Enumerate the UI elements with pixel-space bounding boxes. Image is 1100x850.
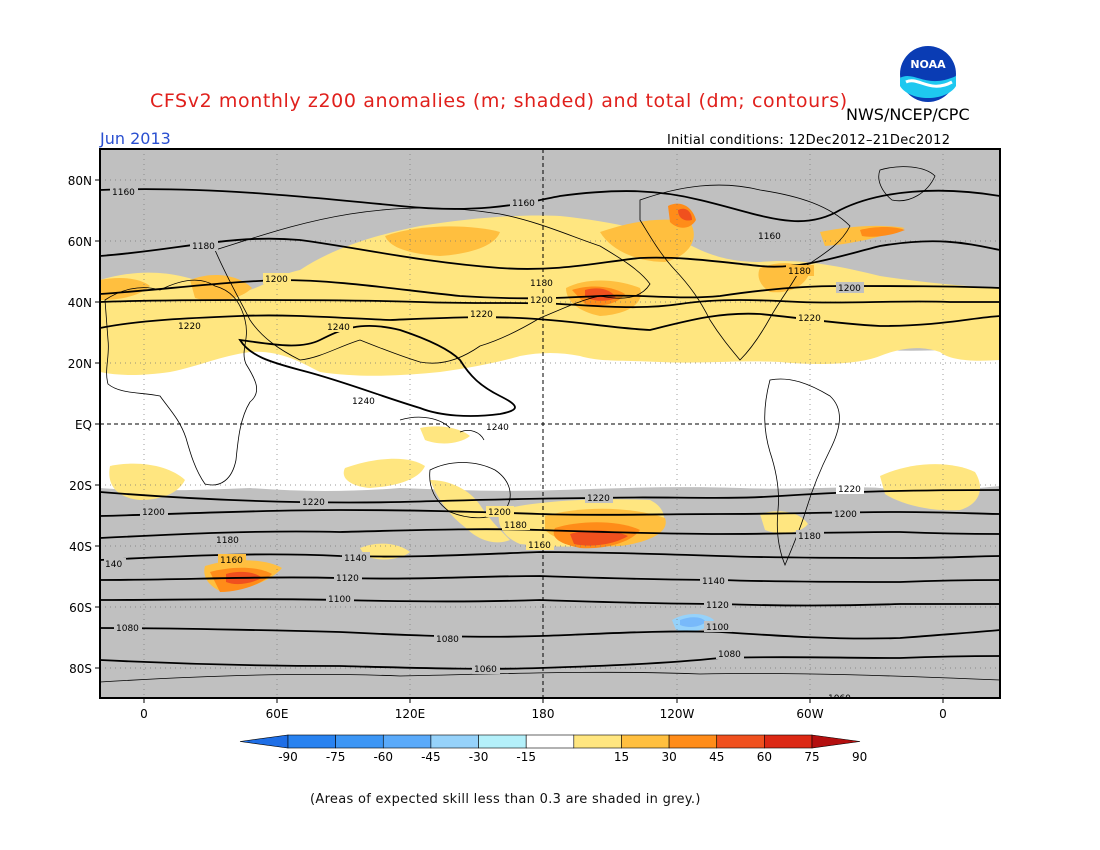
negative-anomaly [672, 614, 714, 632]
contour-label-1160: 1160 [528, 541, 551, 551]
contour-label-1220: 1220 [798, 314, 821, 324]
chart-title: CFSv2 monthly z200 anomalies (m; shaded)… [150, 90, 848, 112]
contour-label-1160: 1160 [220, 556, 243, 566]
colorbar-swatch [382, 734, 432, 749]
lat-label: 60S [69, 601, 92, 615]
contour-label-1200: 1200 [838, 284, 861, 294]
contour-label-1180: 1180 [798, 532, 821, 542]
colorbar: -90 -75 -60 -45 -30 -15 15 30 45 60 75 90 [239, 734, 867, 764]
contour-label-1180: 1180 [504, 521, 527, 531]
colorbar-tick-label: -90 [278, 750, 298, 764]
lat-label: 80N [68, 174, 92, 188]
contour-label-1080: 1080 [718, 650, 741, 660]
lon-label: 0 [939, 707, 947, 721]
lon-label: 0 [140, 707, 148, 721]
contour-label-1180: 1180 [192, 242, 215, 252]
colorbar-swatch [335, 734, 384, 749]
latitude-labels: 80N 60N 40N 20N EQ 20S 40S 60S 80S [68, 174, 92, 676]
colorbar-swatch [668, 734, 718, 749]
colorbar-tick-label: 60 [757, 750, 772, 764]
contour-label-1220: 1220 [470, 310, 493, 320]
contour-label-1200: 1200 [265, 275, 288, 285]
colorbar-swatch [478, 734, 527, 749]
longitude-labels: 0 60E 120E 180 120W 60W 0 [140, 707, 947, 721]
lat-label: 40S [69, 540, 92, 554]
colorbar-swatch [764, 734, 813, 749]
contour-label-1140: 1140 [702, 577, 725, 587]
contour-label-1160: 1160 [112, 188, 135, 198]
contour-label-1160: 1160 [512, 199, 535, 209]
colorbar-tick-label: 30 [661, 750, 676, 764]
height-contours [100, 188, 1000, 670]
lat-label: 40N [68, 296, 92, 310]
contour-label-1160: 1160 [758, 232, 781, 242]
contour-label-1080: 1080 [116, 624, 139, 634]
colorbar-swatch [573, 734, 622, 749]
colorbar-tick-label: 75 [804, 750, 819, 764]
lon-label: 60E [266, 707, 289, 721]
graticule [100, 149, 1000, 698]
colorbar-tick-label: -15 [516, 750, 536, 764]
contour-label-1180: 1180 [216, 536, 239, 546]
contour-label-1100: 1100 [328, 595, 351, 605]
colorbar-tick-label: 90 [852, 750, 867, 764]
contour-label-1240: 1240 [327, 323, 350, 333]
map-area: 1160 1160 1160 1180 1180 1180 1200 1200 … [100, 149, 1000, 704]
lat-label: 80S [69, 662, 92, 676]
contour-label-1120: 1120 [336, 574, 359, 584]
lon-label: 120W [660, 707, 695, 721]
contour-label-1180: 1180 [530, 279, 553, 289]
lon-label: 60W [796, 707, 823, 721]
contour-label-1200: 1200 [488, 508, 511, 518]
contour-label-1200: 1200 [142, 508, 165, 518]
contour-label-1120: 1120 [706, 601, 729, 611]
contour-label-1220: 1220 [302, 498, 325, 508]
colorbar-tick-label: -45 [421, 750, 441, 764]
initial-conditions: Initial conditions: 12Dec2012–21Dec2012 [667, 133, 951, 148]
contour-label-1060: 1060 [474, 665, 497, 675]
colorbar-swatch [716, 734, 765, 749]
lat-label: EQ [75, 418, 92, 432]
colorbar-arrow-right [811, 734, 861, 749]
lon-label: 120E [395, 707, 426, 721]
lat-label: 60N [68, 235, 92, 249]
contour-label-1140: 140 [105, 560, 122, 570]
contour-label-1220: 1220 [838, 485, 861, 495]
colorbar-tick-label: -60 [373, 750, 393, 764]
forecast-month: Jun 2013 [100, 129, 171, 148]
lat-label: 20N [68, 357, 92, 371]
colorbar-arrow-left [239, 734, 289, 749]
logo-text: NOAA [910, 58, 946, 71]
lon-label: 180 [532, 707, 555, 721]
contour-label-1140: 1140 [344, 554, 367, 564]
contour-labels: 1160 1160 1160 1180 1180 1180 1200 1200 … [104, 186, 864, 704]
contour-label-1240: 1240 [486, 423, 509, 433]
noaa-logo: NOAA [897, 43, 959, 105]
lat-label: 20S [69, 479, 92, 493]
contour-label-1180: 1180 [788, 267, 811, 277]
contour-label-1220: 1220 [587, 494, 610, 504]
contour-label-1200: 1200 [834, 510, 857, 520]
colorbar-swatch [525, 734, 575, 749]
colorbar-swatch [287, 734, 336, 749]
colorbar-tick-label: -30 [469, 750, 489, 764]
footnote: (Areas of expected skill less than 0.3 a… [310, 792, 701, 807]
colorbar-swatch [430, 734, 479, 749]
colorbar-tick-label: -75 [326, 750, 346, 764]
contour-label-1080: 1080 [436, 635, 459, 645]
contour-label-1240: 1240 [352, 397, 375, 407]
colorbar-tick-label: 15 [614, 750, 629, 764]
contour-label-1200: 1200 [530, 296, 553, 306]
colorbar-swatch [621, 734, 670, 749]
agency-label: NWS/NCEP/CPC [846, 105, 970, 124]
contour-label-1060: 1060 [828, 694, 851, 704]
contour-label-1220: 1220 [178, 322, 201, 332]
axis-ticks [95, 179, 944, 703]
colorbar-tick-label: 45 [709, 750, 724, 764]
contour-label-1100: 1100 [706, 623, 729, 633]
